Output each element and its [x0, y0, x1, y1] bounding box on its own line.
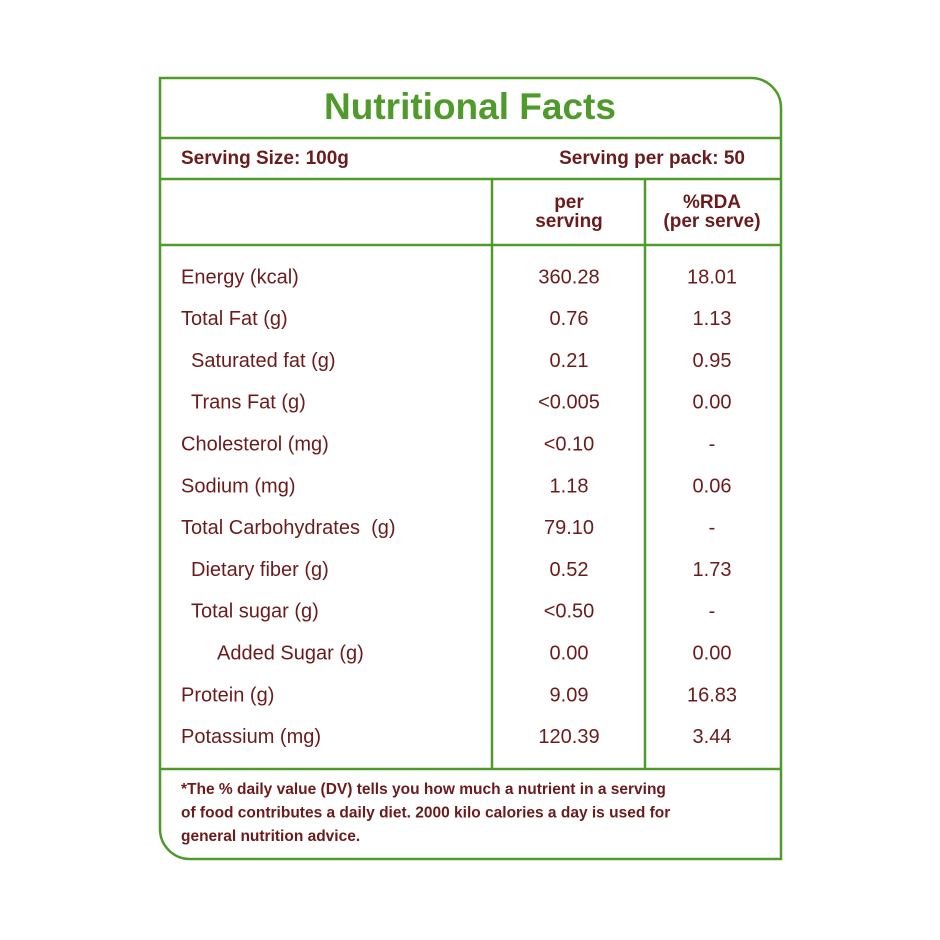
rda-value: -	[709, 601, 716, 623]
per-serving-value: 0.21	[550, 350, 589, 372]
rda-value: -	[709, 433, 716, 455]
rda-value: 16.83	[687, 684, 737, 706]
footnote: general nutrition advice.	[181, 828, 360, 845]
nutrient-name: Total sugar (g)	[191, 601, 319, 623]
nutrient-name: Protein (g)	[181, 684, 274, 706]
rda-value: 0.00	[693, 392, 732, 414]
per-serving-value: <0.10	[544, 433, 595, 455]
nutrient-name: Sodium (mg)	[181, 475, 295, 497]
nutrient-name: Total Fat (g)	[181, 308, 288, 330]
nutrient-name: Dietary fiber (g)	[191, 559, 329, 581]
per-serving-value: 9.09	[550, 684, 589, 706]
nutrient-name: Potassium (mg)	[181, 726, 321, 748]
per-serving-value: 79.10	[544, 517, 594, 539]
rda-value: 0.06	[693, 475, 732, 497]
per-serving-value: 1.18	[550, 475, 589, 497]
per-serving-value: <0.005	[538, 392, 600, 414]
serving-size: Serving Size: 100g	[181, 148, 349, 169]
per-serving-value: 0.76	[550, 308, 589, 330]
rda-value: 0.00	[693, 642, 732, 664]
per-serving-value: 120.39	[538, 726, 599, 748]
rda-value: 1.13	[693, 308, 732, 330]
column-header: per	[554, 192, 584, 213]
title: Nutritional Facts	[324, 86, 616, 127]
per-serving-value: 0.52	[550, 559, 589, 581]
per-serving-value: 360.28	[538, 266, 599, 288]
nutrient-name: Total Carbohydrates (g)	[181, 517, 396, 539]
rda-value: 1.73	[693, 559, 732, 581]
column-header: serving	[535, 211, 603, 232]
rda-value: 0.95	[693, 350, 732, 372]
border	[158, 76, 783, 861]
nutrient-name: Trans Fat (g)	[191, 392, 306, 414]
footnote: *The % daily value (DV) tells you how mu…	[181, 781, 666, 798]
nutrient-name: Added Sugar (g)	[217, 642, 364, 664]
servings-per-pack: Serving per pack: 50	[559, 148, 745, 169]
rda-value: 3.44	[693, 726, 732, 748]
per-serving-value: 0.00	[550, 642, 589, 664]
column-header: %RDA	[683, 192, 741, 213]
nutrient-name: Cholesterol (mg)	[181, 433, 329, 455]
nutrient-name: Saturated fat (g)	[191, 350, 336, 372]
footnote: of food contributes a daily diet. 2000 k…	[181, 805, 670, 822]
nutrient-name: Energy (kcal)	[181, 266, 299, 288]
rda-value: -	[709, 517, 716, 539]
per-serving-value: <0.50	[544, 601, 595, 623]
column-header: (per serve)	[663, 211, 760, 232]
rda-value: 18.01	[687, 266, 737, 288]
